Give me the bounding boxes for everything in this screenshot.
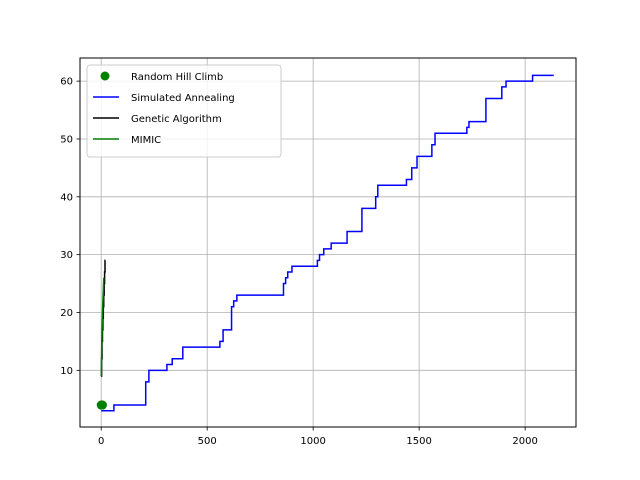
mimic-line xyxy=(100,277,105,377)
y-tick-label: 40 xyxy=(60,192,73,203)
y-tick-label: 10 xyxy=(60,366,73,377)
series-layer xyxy=(96,74,554,412)
y-tick-label: 50 xyxy=(60,134,73,145)
y-tick-label: 60 xyxy=(60,77,73,88)
legend: Random Hill Climb Simulated Annealing Gene… xyxy=(86,64,282,158)
y-tick-label: 30 xyxy=(60,250,73,261)
x-tick-label: 2000 xyxy=(512,436,537,447)
legend-marker-random-hill-climb xyxy=(100,71,110,81)
plot-area-frame xyxy=(79,57,577,428)
legend-label-simulated-annealing: Simulated Annealing xyxy=(131,93,235,104)
legend-label-mimic: MIMIC xyxy=(131,135,161,146)
random-hill-climb-point xyxy=(97,400,107,410)
axis-ticks: 0 500 1000 1500 2000 10 20 30 40 50 60 xyxy=(60,77,538,447)
x-tick-label: 1500 xyxy=(406,436,431,447)
legend-box xyxy=(86,64,282,158)
x-tick-label: 1000 xyxy=(300,436,325,447)
y-tick-label: 20 xyxy=(60,308,73,319)
simulated-annealing-line xyxy=(101,74,554,412)
x-tick-label: 0 xyxy=(98,436,104,447)
legend-label-genetic-algorithm: Genetic Algorithm xyxy=(131,114,222,125)
x-tick-label: 500 xyxy=(198,436,217,447)
legend-label-random-hill-climb: Random Hill Climb xyxy=(131,72,223,83)
